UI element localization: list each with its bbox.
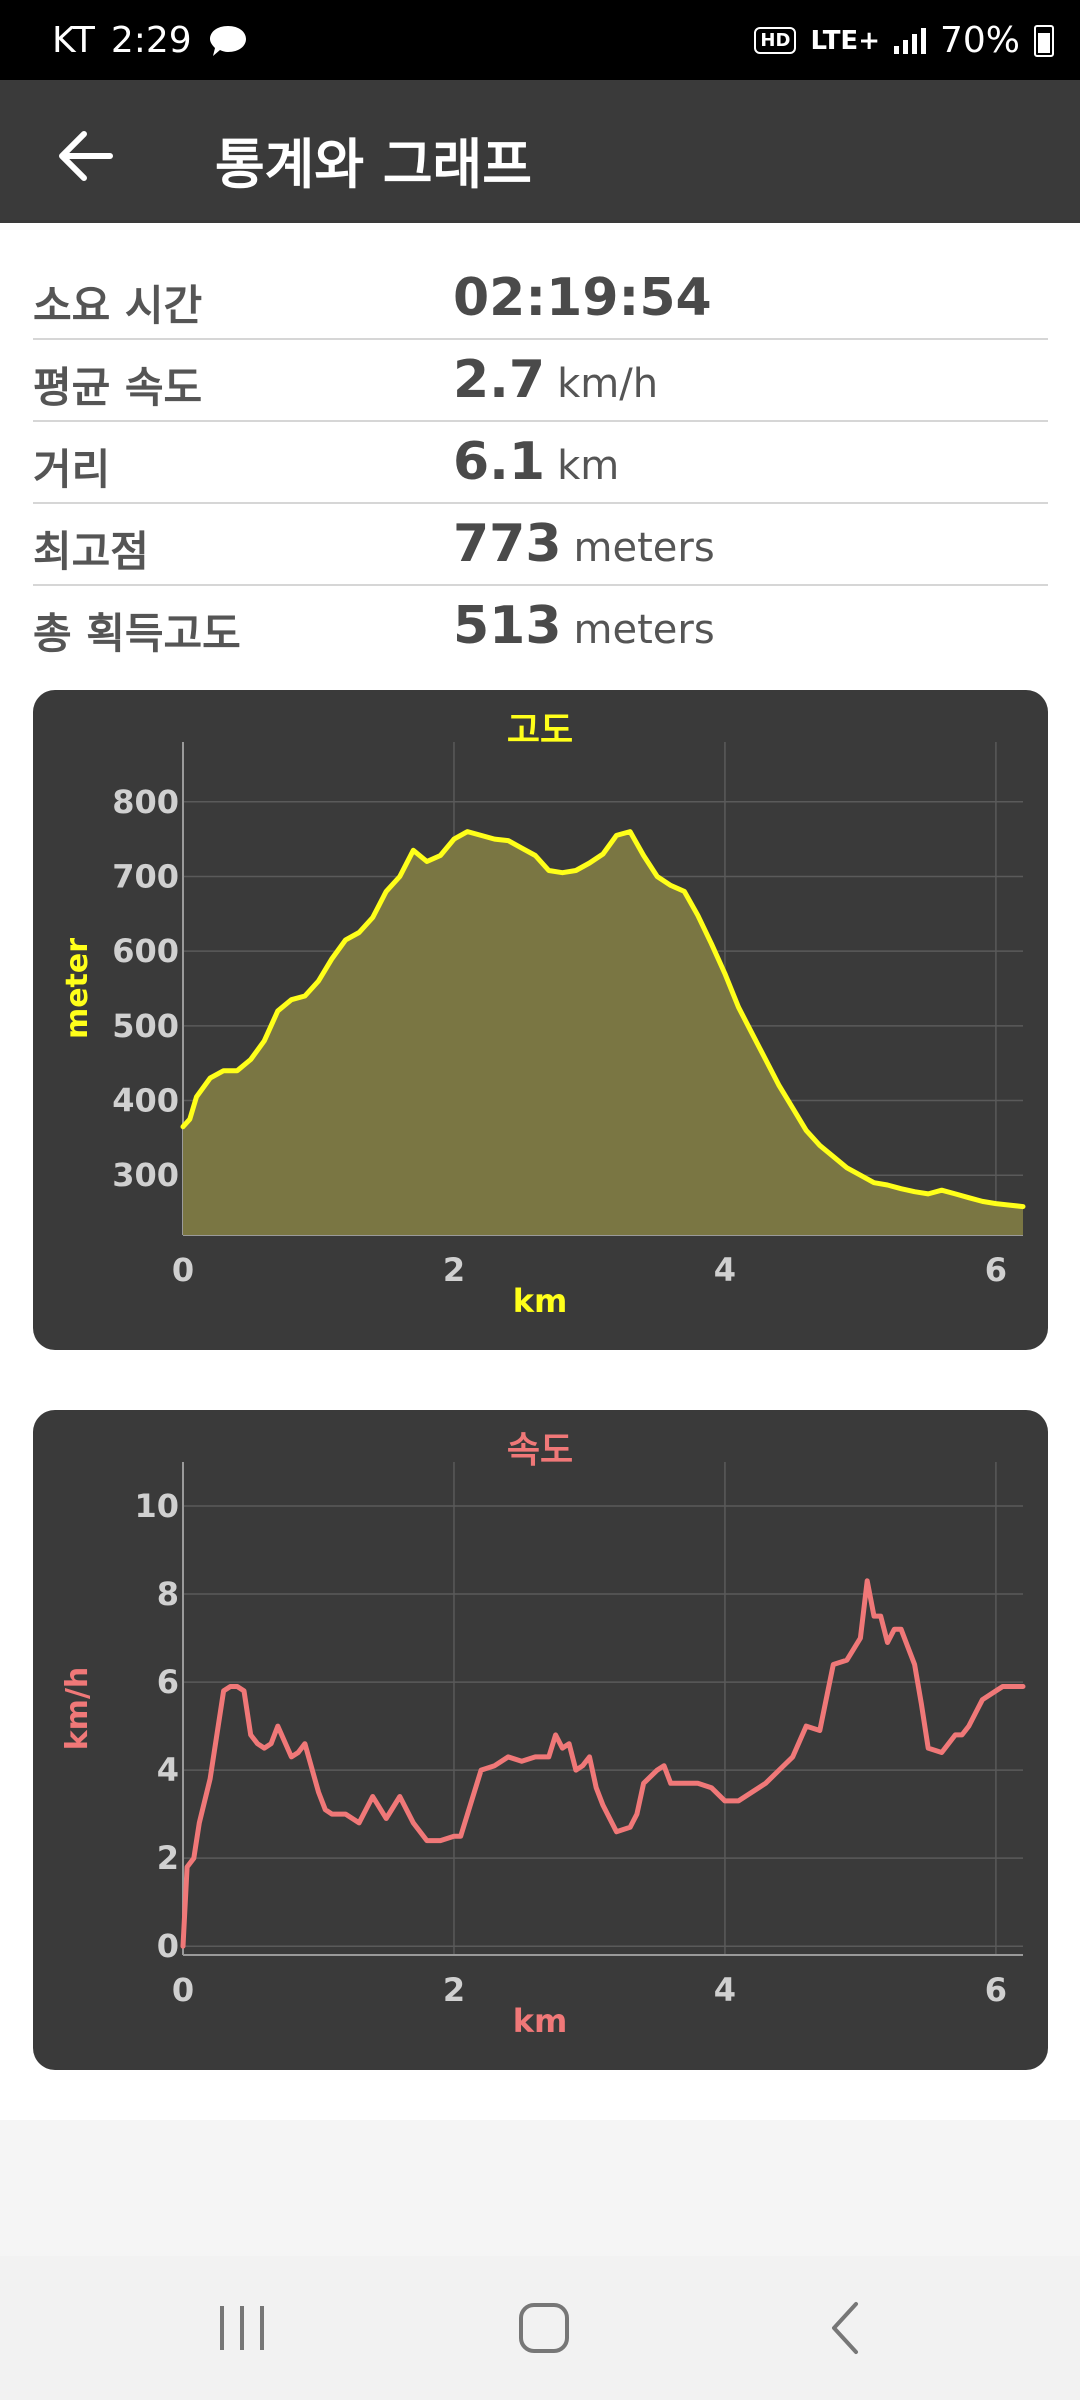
stat-value: 513 meters (453, 596, 715, 656)
x-tick-label: 6 (985, 1251, 1007, 1289)
y-axis-label: meter (60, 938, 95, 1039)
stat-label: 최고점 (33, 527, 149, 576)
elevation-chart: 0 2 4 6 300 400 500 600 700 800 고도 km meter (60, 710, 1026, 1320)
chat-bubble-icon (209, 25, 246, 56)
stat-unit: meters (573, 525, 715, 571)
home-icon[interactable] (514, 2298, 574, 2358)
chart-title: 속도 (507, 1430, 573, 1471)
stats-content: 소요 시간 02:19:54 평균 속도 2.7 km/h 거리 6.1 km 최고… (0, 223, 1080, 2120)
battery-icon (1034, 24, 1054, 57)
stat-label: 총 획득고도 (33, 609, 241, 658)
status-time: 2:29 (110, 20, 192, 61)
stat-unit: km (557, 443, 620, 489)
x-tick-label: 0 (172, 1971, 194, 2009)
y-tick-label: 400 (112, 1082, 179, 1120)
x-tick-label: 4 (714, 1251, 736, 1289)
area-fill (183, 831, 1023, 1235)
y-tick-label: 0 (157, 1927, 179, 1965)
lte-icon: LTE+ (810, 25, 880, 56)
y-tick-label: 300 (112, 1156, 179, 1194)
stat-unit: km/h (557, 361, 659, 407)
x-tick-label: 4 (714, 1971, 736, 2009)
series-line (180, 1578, 1026, 1949)
speed-chart-card: 0 2 4 6 0 2 4 6 8 10 속도 km km/h (33, 1410, 1048, 2070)
x-tick-label: 0 (172, 1251, 194, 1289)
chart-title: 고도 (507, 710, 573, 751)
stat-value: 2.7 km/h (453, 350, 659, 410)
stat-row-highest-point: 최고점 773 meters (33, 504, 1048, 586)
signal-icon (893, 27, 926, 54)
hd-voice-icon: HD (754, 27, 797, 54)
back-arrow-icon[interactable] (50, 120, 122, 192)
status-bar: KT 2:29 HD LTE+ 70% (0, 0, 1080, 80)
stat-row-duration: 소요 시간 02:19:54 (33, 258, 1048, 340)
y-tick-label: 500 (112, 1007, 179, 1045)
y-tick-label: 8 (157, 1575, 179, 1613)
stat-value: 6.1 km (453, 432, 620, 492)
y-tick-label: 2 (157, 1839, 179, 1877)
x-tick-label: 2 (443, 1971, 465, 2009)
stat-value: 02:19:54 (453, 268, 712, 328)
y-tick-label: 6 (157, 1663, 179, 1701)
x-axis-label: km (513, 1282, 568, 1320)
x-tick-label: 6 (985, 1971, 1007, 2009)
y-tick-label: 600 (112, 932, 179, 970)
series-line (180, 829, 1026, 1210)
stats-table: 소요 시간 02:19:54 평균 속도 2.7 km/h 거리 6.1 km 최고… (33, 258, 1048, 666)
page-title: 통계와 그래프 (215, 133, 532, 196)
stat-value: 773 meters (453, 514, 715, 574)
stat-label: 거리 (33, 445, 111, 494)
navigation-bar (0, 2256, 1080, 2400)
y-tick-label: 10 (134, 1487, 179, 1525)
recent-apps-icon[interactable] (212, 2298, 272, 2358)
back-nav-icon[interactable] (816, 2298, 876, 2358)
app-bar: 통계와 그래프 (0, 80, 1080, 223)
y-tick-label: 800 (112, 783, 179, 821)
stat-unit: meters (573, 607, 715, 653)
y-axis-label: km/h (60, 1667, 95, 1751)
battery-percent: 70% (939, 20, 1020, 61)
y-tick-label: 700 (112, 857, 179, 895)
x-axis-label: km (513, 2002, 568, 2040)
y-tick-label: 4 (157, 1751, 179, 1789)
stat-label: 평균 속도 (33, 363, 203, 412)
carrier-label: KT (52, 20, 95, 61)
stat-label: 소요 시간 (33, 281, 203, 330)
elevation-chart-card: 0 2 4 6 300 400 500 600 700 800 고도 km meter (33, 690, 1048, 1350)
stat-row-distance: 거리 6.1 km (33, 422, 1048, 504)
stat-row-avg-speed: 평균 속도 2.7 km/h (33, 340, 1048, 422)
stat-row-elevation-gain: 총 획득고도 513 meters (33, 586, 1048, 666)
speed-chart: 0 2 4 6 0 2 4 6 8 10 속도 km km/h (60, 1430, 1026, 2040)
x-tick-label: 2 (443, 1251, 465, 1289)
